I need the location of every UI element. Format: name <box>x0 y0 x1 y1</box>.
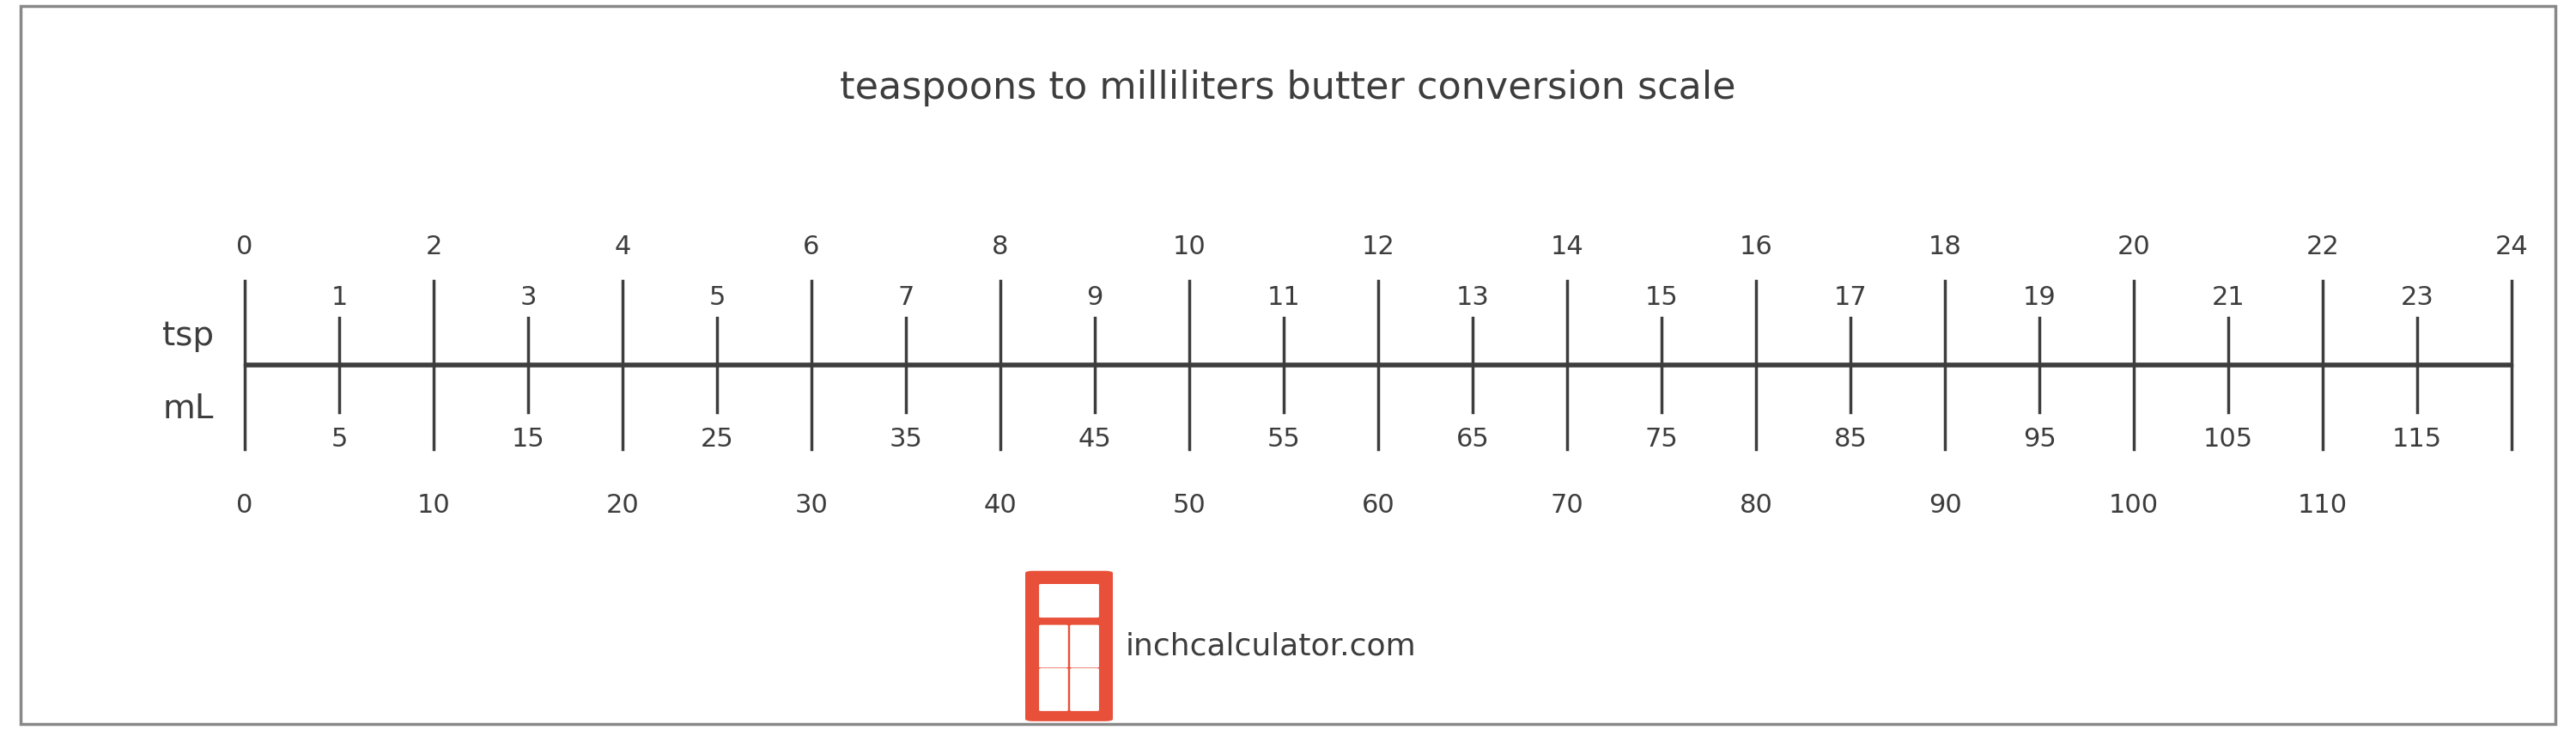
FancyBboxPatch shape <box>1025 571 1113 721</box>
Text: teaspoons to milliliters butter conversion scale: teaspoons to milliliters butter conversi… <box>840 69 1736 106</box>
Text: mL: mL <box>162 393 214 425</box>
FancyBboxPatch shape <box>1069 668 1100 711</box>
Text: 10: 10 <box>417 493 451 518</box>
Text: 15: 15 <box>1646 285 1677 310</box>
FancyBboxPatch shape <box>1069 625 1100 668</box>
Text: tsp: tsp <box>162 320 214 352</box>
Text: 115: 115 <box>2393 427 2442 452</box>
Text: 65: 65 <box>1455 427 1489 452</box>
Text: 15: 15 <box>513 427 544 452</box>
Text: 80: 80 <box>1739 493 1772 518</box>
FancyBboxPatch shape <box>1038 584 1100 618</box>
Text: 30: 30 <box>796 493 827 518</box>
Text: 0: 0 <box>237 234 252 259</box>
Text: 10: 10 <box>1172 234 1206 259</box>
Text: 5: 5 <box>330 427 348 452</box>
Text: 50: 50 <box>1172 493 1206 518</box>
Text: 75: 75 <box>1646 427 1677 452</box>
Text: 2: 2 <box>425 234 443 259</box>
Text: inchcalculator.com: inchcalculator.com <box>1126 631 1417 661</box>
Text: 1: 1 <box>330 285 348 310</box>
Text: 14: 14 <box>1551 234 1584 259</box>
Text: 45: 45 <box>1079 427 1110 452</box>
Text: 18: 18 <box>1929 234 1960 259</box>
Text: 21: 21 <box>2213 285 2244 310</box>
Text: 110: 110 <box>2298 493 2347 518</box>
Text: 8: 8 <box>992 234 1010 259</box>
FancyBboxPatch shape <box>1038 625 1069 668</box>
Text: 60: 60 <box>1363 493 1394 518</box>
Text: 35: 35 <box>889 427 922 452</box>
Text: 16: 16 <box>1739 234 1772 259</box>
Text: 25: 25 <box>701 427 734 452</box>
Text: 55: 55 <box>1267 427 1301 452</box>
Text: 20: 20 <box>605 493 639 518</box>
Text: 22: 22 <box>2306 234 2339 259</box>
Text: 95: 95 <box>2022 427 2056 452</box>
Text: 100: 100 <box>2110 493 2159 518</box>
Text: 7: 7 <box>896 285 914 310</box>
Text: 85: 85 <box>1834 427 1868 452</box>
Text: 70: 70 <box>1551 493 1584 518</box>
Text: 3: 3 <box>520 285 536 310</box>
Text: 13: 13 <box>1455 285 1489 310</box>
Text: 90: 90 <box>1929 493 1960 518</box>
Text: 23: 23 <box>2401 285 2434 310</box>
Text: 17: 17 <box>1834 285 1868 310</box>
Text: 12: 12 <box>1363 234 1394 259</box>
Text: 19: 19 <box>2022 285 2056 310</box>
Text: 40: 40 <box>984 493 1018 518</box>
Text: 24: 24 <box>2496 234 2527 259</box>
Text: 11: 11 <box>1267 285 1301 310</box>
FancyBboxPatch shape <box>1038 668 1069 711</box>
Text: 4: 4 <box>613 234 631 259</box>
Text: 0: 0 <box>237 493 252 518</box>
Text: 9: 9 <box>1087 285 1103 310</box>
Text: 105: 105 <box>2202 427 2254 452</box>
Text: 6: 6 <box>804 234 819 259</box>
Text: 5: 5 <box>708 285 726 310</box>
Text: 20: 20 <box>2117 234 2151 259</box>
